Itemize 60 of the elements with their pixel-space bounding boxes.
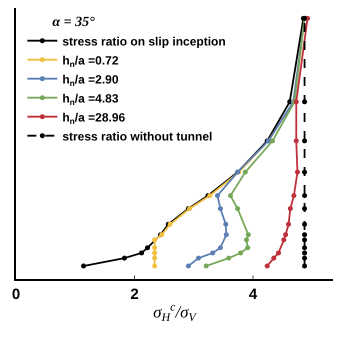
- point: [152, 245, 158, 250]
- point: [152, 237, 158, 242]
- legend-label: h$_{n}$/a =0.72: [62, 53, 119, 69]
- legend-label: stress ratio on slip inception: [62, 34, 226, 48]
- x-axis-title: σ$_{H}$$^{c}$/σ$_{V}$: [153, 300, 198, 324]
- point: [246, 232, 251, 238]
- point: [291, 193, 296, 198]
- point: [145, 245, 150, 250]
- point: [288, 206, 293, 212]
- x-tick-label: 2: [130, 286, 139, 303]
- point: [245, 245, 250, 250]
- legend-title: α = 35°: [52, 15, 96, 30]
- point: [228, 193, 233, 198]
- point: [264, 263, 270, 268]
- point: [302, 138, 308, 144]
- point: [302, 193, 308, 198]
- point: [204, 263, 209, 268]
- point: [271, 256, 276, 261]
- point: [235, 206, 240, 212]
- point: [281, 237, 286, 242]
- legend-label: stress ratio without tunnel: [62, 129, 212, 144]
- point: [302, 245, 308, 250]
- point: [152, 263, 158, 268]
- point: [302, 99, 308, 104]
- point: [122, 256, 127, 261]
- point: [302, 237, 308, 242]
- point: [238, 250, 244, 256]
- point: [242, 170, 248, 175]
- point: [223, 222, 228, 227]
- point: [302, 250, 308, 256]
- point: [224, 232, 229, 238]
- point: [302, 263, 308, 268]
- x-tick-label: 4: [248, 286, 258, 303]
- point: [152, 256, 158, 261]
- point: [302, 222, 308, 227]
- point: [81, 263, 86, 268]
- point: [152, 250, 158, 256]
- point: [302, 206, 308, 212]
- point: [302, 170, 308, 175]
- legend-label: h$_{n}$/a =2.90: [62, 72, 119, 88]
- point: [196, 256, 201, 261]
- point: [186, 263, 191, 268]
- point: [214, 193, 220, 198]
- point: [139, 250, 144, 256]
- point: [218, 206, 223, 212]
- point: [286, 222, 292, 227]
- legend-label: h$_{n}$/a =4.83: [62, 91, 119, 107]
- point: [210, 250, 216, 256]
- point: [226, 256, 232, 261]
- x-tick-label: 0: [12, 286, 20, 303]
- point: [244, 237, 249, 242]
- point: [270, 138, 276, 144]
- legend-label: h$_{n}$/a =28.96: [62, 110, 126, 126]
- point: [218, 245, 223, 250]
- point: [302, 232, 308, 238]
- point: [294, 170, 300, 175]
- point: [302, 256, 308, 261]
- point: [276, 250, 281, 256]
- point: [283, 232, 288, 238]
- point: [294, 138, 299, 144]
